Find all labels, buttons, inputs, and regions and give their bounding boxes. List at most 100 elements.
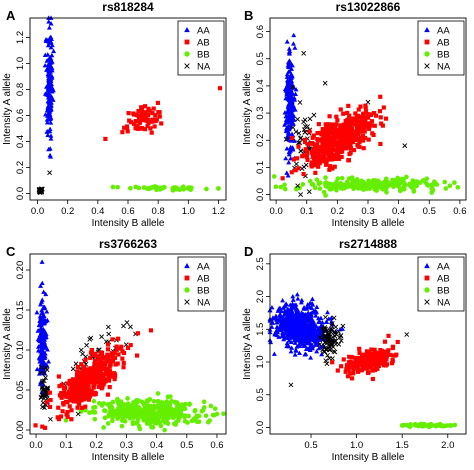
point-na (106, 331, 112, 337)
point-bb (116, 411, 121, 417)
point-ab (145, 124, 150, 129)
point-ab (93, 376, 98, 381)
point-aa (270, 319, 276, 325)
point-aa (282, 122, 288, 127)
legend-label-aa: AA (437, 26, 450, 37)
point-ab (358, 129, 363, 134)
point-aa (313, 328, 319, 333)
point-bb (105, 421, 111, 426)
point-ab (360, 118, 365, 123)
point-ab (313, 170, 318, 175)
point-aa (284, 340, 290, 346)
point-ab (316, 138, 322, 143)
point-ab (33, 423, 38, 428)
point-ab (75, 369, 80, 374)
point-ab (295, 156, 300, 161)
point-ab (89, 367, 94, 373)
point-ab (319, 137, 325, 142)
point-bb (384, 189, 389, 195)
point-bb (115, 184, 120, 190)
point-ab (133, 126, 138, 131)
point-ab (335, 118, 340, 123)
point-na (43, 391, 48, 397)
point-ab (289, 135, 295, 140)
point-ab (144, 114, 149, 119)
x-axis-label: Intensity B allele (92, 452, 165, 463)
point-ab (146, 121, 151, 126)
point-aa (269, 304, 275, 310)
point-aa (319, 351, 325, 357)
point-ab (67, 404, 72, 409)
chart-title: rs13022866 (336, 0, 401, 14)
point-ab (323, 127, 328, 132)
point-ab (75, 399, 80, 404)
point-bb (411, 189, 417, 194)
point-na (333, 324, 339, 330)
point-bb (310, 181, 316, 187)
point-ab (336, 130, 341, 135)
point-ab (348, 365, 353, 370)
point-ab (336, 141, 341, 146)
point-ab (363, 103, 368, 108)
point-ab (362, 135, 368, 141)
point-ab (341, 122, 346, 127)
point-aa (301, 314, 306, 319)
point-ab (330, 360, 335, 365)
point-ab (320, 127, 325, 132)
x-tick-label: 0.8 (152, 206, 165, 217)
point-ab (126, 111, 131, 116)
point-ab (91, 353, 97, 358)
point-ab (120, 349, 125, 354)
legend-marker-na (424, 299, 430, 305)
point-ab (312, 161, 318, 166)
point-ab (82, 391, 87, 396)
point-bb (192, 408, 198, 414)
point-aa (292, 330, 298, 336)
point-ab (141, 117, 146, 123)
point-bb (119, 423, 125, 429)
x-tick-label: 0.0 (270, 206, 283, 217)
point-ab (371, 132, 376, 138)
point-bb (443, 186, 449, 191)
point-na (322, 333, 327, 339)
point-ab (141, 114, 146, 119)
point-ab (75, 365, 81, 370)
point-ab (350, 139, 356, 145)
point-ab (378, 358, 384, 363)
point-aa (38, 302, 44, 307)
point-ab (75, 374, 80, 379)
x-tick-label: 0.6 (121, 206, 134, 217)
point-ab (377, 109, 383, 114)
x-tick-label: 1.0 (350, 440, 363, 451)
point-ab (324, 159, 329, 164)
point-aa (49, 52, 55, 58)
point-ab (394, 352, 399, 357)
x-tick-label: 0.3 (120, 440, 133, 451)
point-ab (324, 124, 329, 129)
point-aa (293, 305, 299, 310)
point-bb (448, 423, 454, 428)
point-aa (47, 146, 53, 151)
point-bb (164, 399, 170, 404)
point-ab (340, 133, 345, 138)
point-ab (107, 385, 112, 390)
y-tick-label: 0.0 (255, 188, 266, 201)
point-bb (156, 404, 162, 410)
point-aa (304, 306, 310, 311)
legend-marker-na (184, 299, 190, 305)
point-ab (369, 119, 375, 124)
point-aa (294, 291, 300, 297)
point-bb (201, 399, 207, 405)
point-na (295, 183, 301, 189)
point-ab (148, 328, 154, 333)
point-bb (181, 186, 186, 192)
point-ab (306, 142, 311, 147)
point-bb (83, 407, 88, 413)
point-ab (367, 121, 372, 126)
point-aa (47, 78, 53, 84)
point-aa (42, 354, 48, 359)
point-ab (86, 392, 91, 397)
point-na (290, 84, 295, 90)
point-na (321, 343, 327, 349)
point-bb (335, 176, 341, 181)
